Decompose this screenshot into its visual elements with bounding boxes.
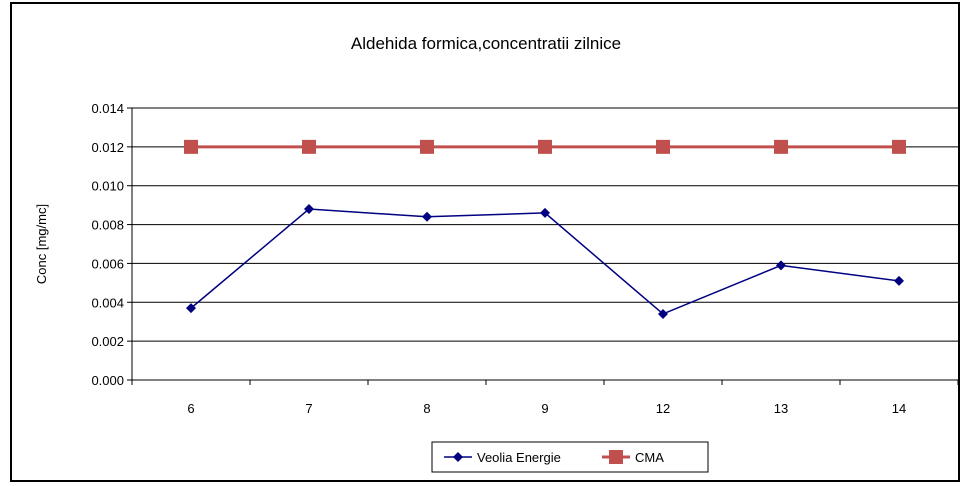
data-point: [658, 308, 668, 319]
x-tick-label: 8: [423, 401, 430, 416]
y-axis-label: Conc [mg/mc]: [34, 204, 49, 284]
x-tick-label: 7: [305, 401, 312, 416]
y-tick-label: 0.000: [91, 373, 124, 388]
data-point: [186, 303, 196, 314]
y-tick-label: 0.010: [91, 179, 124, 194]
data-point: [422, 211, 432, 222]
data-point: [304, 204, 314, 215]
y-tick-label: 0.008: [91, 218, 124, 233]
x-tick-label: 14: [892, 401, 906, 416]
y-tick-label: 0.014: [91, 101, 124, 116]
data-point: [184, 139, 198, 154]
y-tick-label: 0.002: [91, 334, 124, 349]
data-point: [776, 260, 786, 271]
chart-title: Aldehida formica,concentratii zilnice: [350, 34, 622, 53]
y-tick-label: 0.006: [91, 256, 124, 271]
x-tick-label: 12: [656, 401, 670, 416]
x-tick-label: 6: [187, 401, 194, 416]
chart-frame: [10, 2, 960, 482]
data-point: [892, 139, 906, 154]
legend-label: CMA: [635, 450, 664, 465]
data-point: [774, 139, 788, 154]
y-tick-label: 0.012: [91, 140, 124, 155]
data-point: [302, 139, 316, 154]
legend-marker: [453, 452, 463, 462]
legend-box: [431, 441, 709, 473]
data-point: [894, 275, 904, 286]
data-point: [420, 139, 434, 154]
x-tick-label: 9: [541, 401, 548, 416]
data-point: [540, 207, 550, 218]
x-tick-label: 13: [774, 401, 788, 416]
legend-marker: [609, 450, 623, 464]
data-point: [538, 139, 552, 154]
data-point: [656, 139, 670, 154]
legend-label: Veolia Energie: [477, 450, 561, 465]
y-tick-label: 0.004: [91, 295, 124, 310]
